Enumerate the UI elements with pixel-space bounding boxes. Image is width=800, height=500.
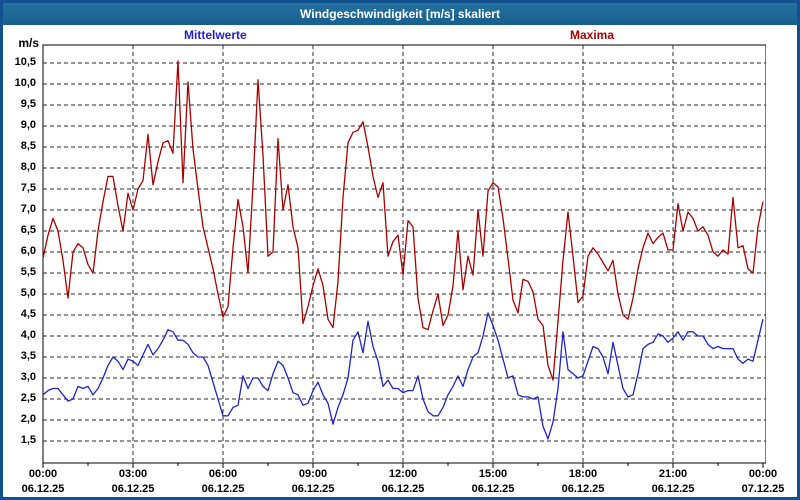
x-axis-time-label: 21:00 bbox=[658, 468, 688, 480]
x-axis-time-label: 12:00 bbox=[388, 468, 418, 480]
window-titlebar: Windgeschwindigkeit [m/s] skaliert bbox=[3, 3, 797, 25]
y-axis-tick-label: 8,5 bbox=[20, 140, 36, 152]
y-axis-tick-label: 8,0 bbox=[20, 161, 36, 173]
chart-title: Windgeschwindigkeit [m/s] skaliert bbox=[300, 7, 500, 21]
y-axis-tick-label: 10,5 bbox=[14, 56, 36, 68]
y-axis-tick-label: 9,0 bbox=[20, 119, 36, 131]
plot-area bbox=[40, 42, 767, 479]
x-axis-time-label: 15:00 bbox=[478, 468, 508, 480]
y-axis-tick-label: 1,5 bbox=[20, 434, 36, 446]
x-axis-date-label: 06.12.25 bbox=[651, 483, 695, 495]
x-axis-time-label: 00:00 bbox=[28, 468, 58, 480]
x-axis-time-label: 18:00 bbox=[568, 468, 598, 480]
legend-label-maxima: Maxima bbox=[570, 28, 615, 42]
y-axis-tick-label: 3,0 bbox=[20, 371, 36, 383]
y-axis-tick-label: 5,0 bbox=[20, 287, 36, 299]
x-axis-time-label: 03:00 bbox=[118, 468, 148, 480]
y-axis-tick-label: 2,5 bbox=[20, 392, 36, 404]
x-axis-date-label: 06.12.25 bbox=[291, 483, 335, 495]
y-axis-tick-label: 10,0 bbox=[14, 77, 36, 89]
mittelwerte-series-line bbox=[42, 312, 764, 440]
y-axis-tick-label: 2,0 bbox=[20, 413, 36, 425]
x-axis-date-label: 06.12.25 bbox=[21, 483, 65, 495]
x-axis-date-label: 06.12.25 bbox=[471, 483, 515, 495]
x-axis-time-label: 09:00 bbox=[298, 468, 328, 480]
y-axis-tick-label: 5,5 bbox=[20, 266, 36, 278]
y-axis-tick-label: 7,5 bbox=[20, 182, 36, 194]
y-axis-tick-label: 6,0 bbox=[20, 245, 36, 257]
x-axis-date-label: 07.12.25 bbox=[741, 483, 785, 495]
y-axis-tick-label: 7,0 bbox=[20, 203, 36, 215]
x-axis-date-label: 06.12.25 bbox=[381, 483, 425, 495]
y-axis-tick-label: 3,5 bbox=[20, 350, 36, 362]
y-axis-unit-label: m/s bbox=[18, 36, 39, 50]
x-axis-date-label: 06.12.25 bbox=[561, 483, 605, 495]
y-axis-tick-label: 6,5 bbox=[20, 224, 36, 236]
x-axis-date-label: 06.12.25 bbox=[201, 483, 245, 495]
legend-label-mittelwerte: Mittelwerte bbox=[184, 28, 247, 42]
y-axis-tick-label: 9,5 bbox=[20, 98, 36, 110]
x-axis-date-label: 06.12.25 bbox=[111, 483, 155, 495]
y-axis-tick-label: 4,0 bbox=[20, 329, 36, 341]
y-axis-tick-label: 4,5 bbox=[20, 308, 36, 320]
maxima-series-line bbox=[42, 60, 764, 381]
wind-speed-chart-svg bbox=[42, 44, 767, 468]
x-axis-time-label: 06:00 bbox=[208, 468, 238, 480]
x-axis-time-label: 00:00 bbox=[748, 468, 778, 480]
